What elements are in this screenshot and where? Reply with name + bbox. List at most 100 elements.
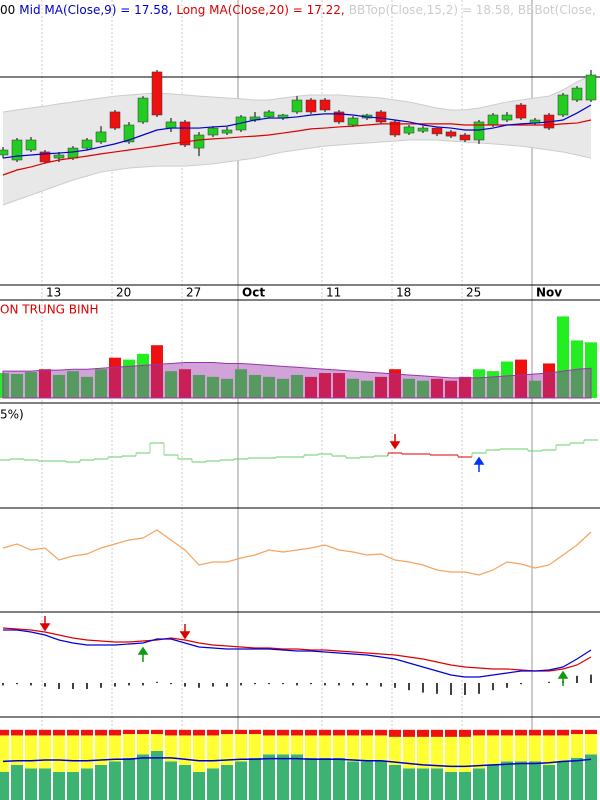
mid-ma-line (2, 104, 592, 159)
stack-segment (39, 735, 51, 769)
legend-entry: BBTop(Close,15,2) = 18.58, (349, 3, 514, 17)
stack-segment (263, 735, 275, 755)
candle-body (11, 139, 23, 161)
stack-segment (207, 735, 219, 769)
volume-bar (193, 374, 205, 398)
stack-segment (109, 761, 121, 800)
stack-segment (109, 735, 121, 762)
candle-body (557, 94, 569, 116)
signal-arrow (137, 646, 149, 662)
stack-segment (585, 729, 597, 735)
band-fill (3, 75, 591, 205)
stack-segment (291, 754, 303, 800)
stack-segment (445, 736, 457, 772)
volume-bar (81, 376, 93, 398)
stack-segment (67, 729, 79, 736)
volume-bar (473, 369, 485, 398)
stack-segment (165, 729, 177, 736)
stack-segment (375, 729, 387, 736)
volume-bar (151, 345, 163, 398)
volume-bar (0, 373, 9, 398)
stack-segment (235, 729, 247, 735)
candle-body (347, 117, 359, 126)
volume-ma-area (2, 361, 592, 399)
stack-segment (39, 729, 51, 736)
stack-segment (235, 734, 247, 762)
stack-segment (389, 736, 401, 765)
indicator-line (2, 627, 592, 672)
stack-segment (277, 754, 289, 800)
stack-line (2, 757, 592, 768)
stack-segment (347, 761, 359, 800)
stack-segment (431, 768, 443, 800)
stack-segment (501, 735, 513, 762)
stack-segment (291, 729, 303, 736)
candle-body (221, 129, 233, 134)
candle-body (431, 127, 443, 135)
volume-bar (263, 376, 275, 398)
stack-segment (249, 729, 261, 735)
indicator-line (3, 629, 592, 678)
candle-body (375, 111, 387, 123)
stack-segment (151, 734, 163, 751)
x-tick-label: 11 (326, 286, 341, 300)
volume-bar (403, 378, 415, 398)
volume-bar (417, 380, 429, 398)
candle-body (291, 99, 303, 113)
volume-bar (333, 373, 345, 398)
stack-segment (417, 729, 429, 737)
volume-bar (39, 369, 51, 398)
stack-segment (249, 757, 261, 800)
volume-bar (277, 378, 289, 398)
volume-bar (207, 376, 219, 398)
stack-segment (81, 768, 93, 800)
candle-body (473, 121, 485, 141)
stack-segment (277, 735, 289, 755)
stack-segment (95, 764, 107, 800)
stack-segment (473, 729, 485, 736)
signal-arrow (473, 456, 485, 472)
candle-body (95, 131, 107, 143)
stack-segment (179, 764, 191, 800)
stack-segment (375, 735, 387, 762)
candle-body (333, 111, 345, 123)
stack-segment (543, 735, 555, 765)
volume-bar (123, 359, 135, 398)
candle-body (165, 121, 177, 129)
volume-bar (179, 369, 191, 398)
stack-segment (305, 735, 317, 758)
stack-segment (403, 768, 415, 800)
stack-segment (515, 729, 527, 736)
stack-segment (543, 764, 555, 800)
stack-segment (123, 757, 135, 800)
volume-bar (389, 369, 401, 398)
x-tick-label: Nov (536, 286, 562, 300)
stack-segment (151, 750, 163, 800)
stack-segment (305, 729, 317, 736)
stack-segment (487, 729, 499, 736)
candle-body (585, 74, 597, 101)
volume-bar (431, 378, 443, 398)
candle-body (417, 127, 429, 132)
stack-segment (291, 735, 303, 755)
volume-bar (95, 369, 107, 398)
volume-bar (221, 378, 233, 398)
stack-segment (585, 734, 597, 755)
stack-segment (403, 729, 415, 737)
stack-segment (333, 757, 345, 800)
stack-segment (445, 729, 457, 737)
stack-segment (403, 736, 415, 769)
candle-body (0, 149, 9, 156)
stack-segment (347, 729, 359, 736)
stack-segment (207, 768, 219, 800)
stack-segment (347, 735, 359, 762)
volume-bar (25, 372, 37, 398)
stack-segment (417, 736, 429, 769)
stack-segment (193, 771, 205, 800)
stack-segment (529, 735, 541, 762)
volume-bar (291, 374, 303, 398)
stack-segment (193, 735, 205, 772)
panel-title: 5%) (0, 408, 24, 422)
